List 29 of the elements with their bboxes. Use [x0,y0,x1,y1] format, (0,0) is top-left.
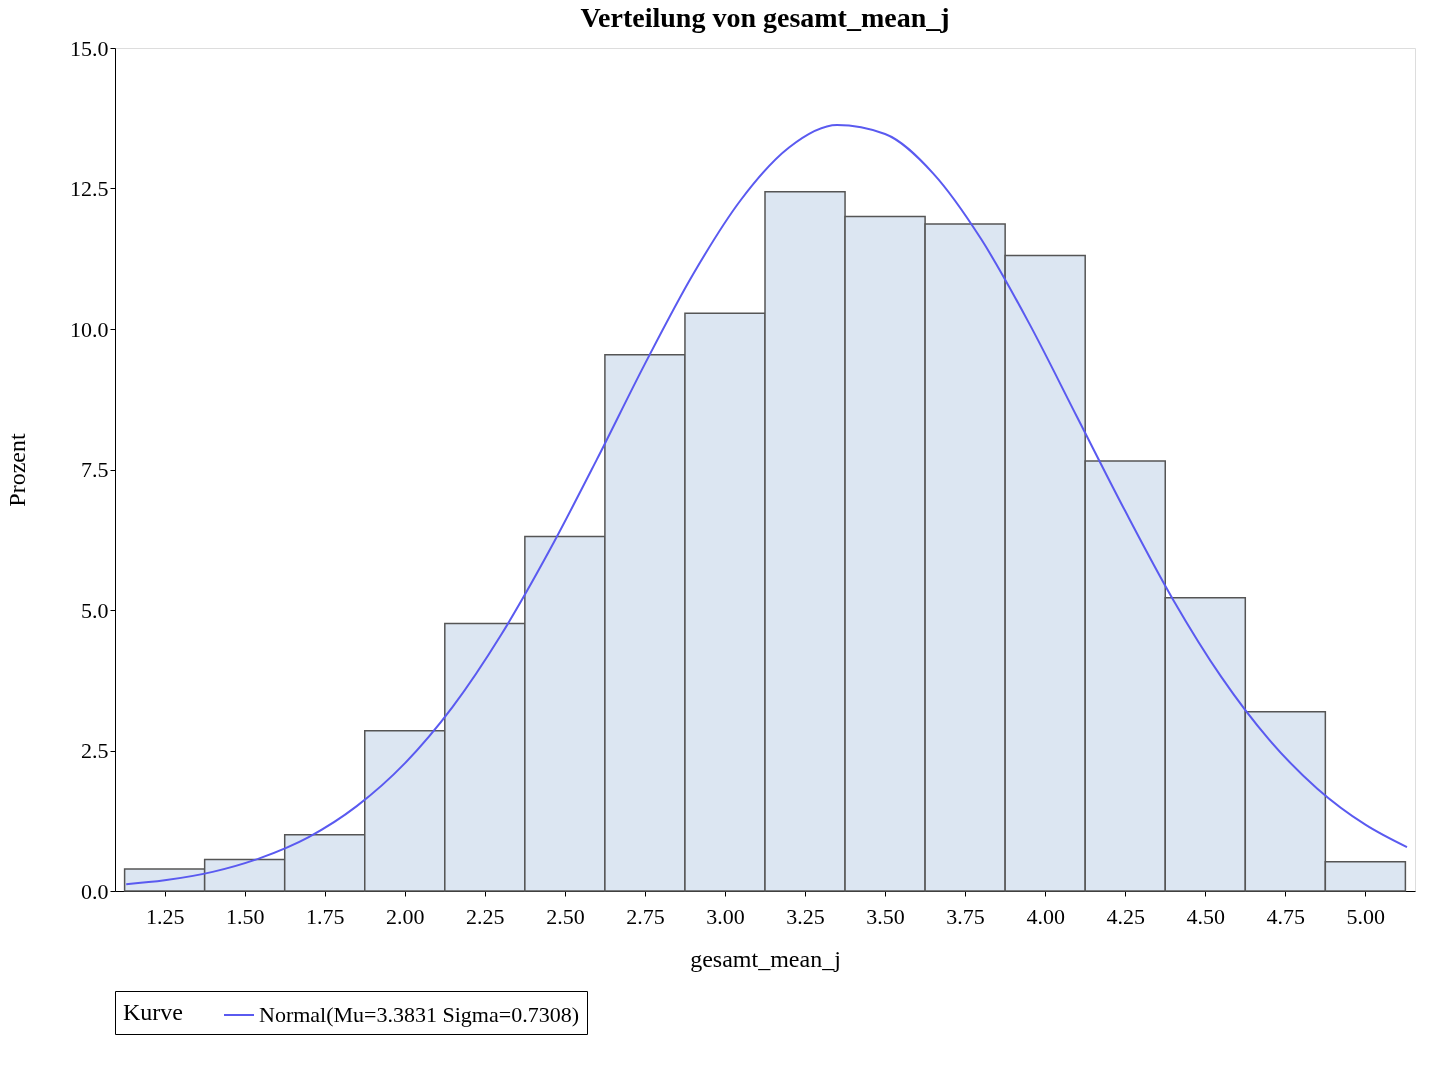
y-tick-label: 0.0 [81,878,109,904]
x-tick-label: 4.75 [1266,903,1306,929]
x-tick-label: 3.75 [946,903,985,929]
y-tick-label: 2.5 [81,738,109,763]
x-tick-label: 4.00 [1026,903,1065,929]
x-tick-label: 2.00 [386,903,425,929]
x-tick-label: 2.50 [546,903,585,929]
y-tick-label: 15.0 [70,35,109,61]
x-tick-label: 1.75 [305,903,345,929]
x-tick-label: 5.00 [1346,903,1386,929]
legend-title: Kurve [123,999,183,1025]
y-tick-label: 7.5 [81,457,109,482]
x-axis-title: gesamt_mean_j [690,945,841,972]
y-axis-title: Prozent [4,433,30,507]
legend-label: Normal(Mu=3.3831 Sigma=0.7308) [259,1002,579,1027]
x-tick-label: 3.50 [866,903,905,929]
x-tick-label: 3.25 [786,903,825,929]
x-tick-label: 3.00 [706,903,745,929]
y-tick-label: 5.0 [81,597,109,623]
x-tick-label: 4.25 [1106,903,1145,929]
y-tick-label: 12.5 [70,176,109,201]
x-tick-label: 1.25 [145,903,185,929]
x-tick-label: 2.25 [466,903,505,929]
x-tick-label: 2.75 [626,903,665,929]
line-series [125,123,1408,886]
x-tick-label: 1.50 [225,903,265,929]
x-tick-label: 4.50 [1186,903,1226,929]
y-tick-label: 10.0 [70,316,109,342]
chart-title: Verteilung von gesamt_mean_j [580,2,950,33]
